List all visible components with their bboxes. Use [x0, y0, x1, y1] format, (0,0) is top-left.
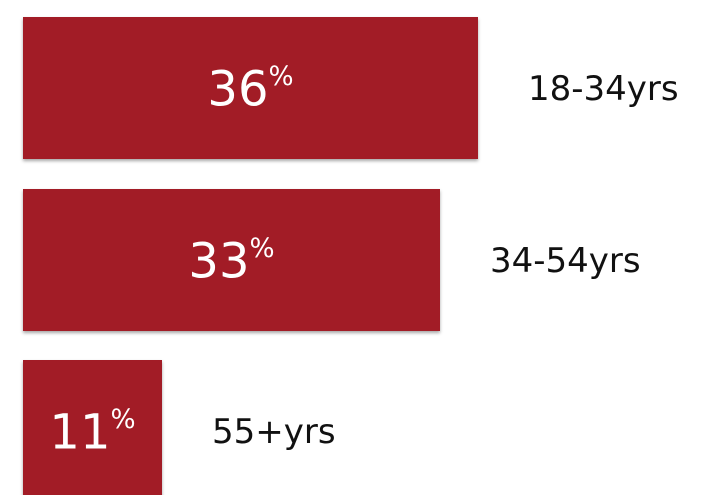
value-unit: %	[250, 233, 275, 264]
value-unit: %	[111, 404, 136, 435]
category-label: 55+yrs	[212, 412, 336, 452]
value-label: 36%	[207, 61, 293, 117]
bar-55+yrs	[23, 360, 162, 495]
category-label: 18-34yrs	[528, 69, 679, 109]
value-number: 11	[49, 404, 110, 460]
value-unit: %	[269, 61, 294, 92]
value-number: 36	[207, 61, 268, 117]
value-label: 11%	[49, 404, 135, 460]
category-label: 34-54yrs	[490, 241, 641, 281]
bar-18-34yrs	[23, 17, 478, 159]
bars-layer: 36% 18-34yrs 33% 34-54yrs 11% 55+yrs	[23, 17, 679, 495]
value-label: 33%	[188, 233, 274, 289]
value-number: 33	[188, 233, 249, 289]
bar-34-54yrs	[23, 189, 440, 331]
